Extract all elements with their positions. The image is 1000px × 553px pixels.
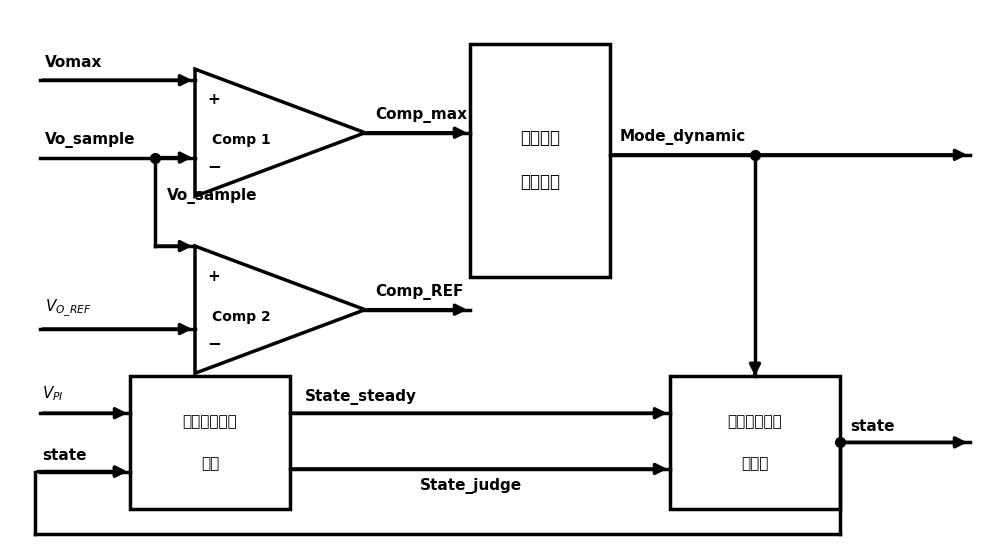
Text: 动态模式: 动态模式 <box>520 129 560 147</box>
Text: 多模式状态判: 多模式状态判 <box>728 414 782 429</box>
Text: State_steady: State_steady <box>305 389 417 405</box>
Text: State_judge: State_judge <box>420 478 522 494</box>
Text: 判断模块: 判断模块 <box>520 174 560 191</box>
Text: Mode_dynamic: Mode_dynamic <box>620 129 746 145</box>
Text: state: state <box>850 419 895 434</box>
Text: +: + <box>207 269 220 284</box>
Text: Vomax: Vomax <box>45 55 102 70</box>
Text: 模块: 模块 <box>201 456 219 471</box>
Text: Comp_REF: Comp_REF <box>375 284 463 300</box>
Bar <box>130 376 290 509</box>
Polygon shape <box>195 246 365 373</box>
Text: +: + <box>207 92 220 107</box>
Text: 稳态模式判断: 稳态模式判断 <box>183 414 237 429</box>
Text: Comp 2: Comp 2 <box>212 310 271 324</box>
Polygon shape <box>195 69 365 196</box>
Bar <box>470 44 610 276</box>
Text: state: state <box>42 448 87 463</box>
Text: 断模块: 断模块 <box>741 456 769 471</box>
Text: −: − <box>207 157 221 175</box>
Bar <box>670 376 840 509</box>
Text: −: − <box>207 334 221 352</box>
Text: Vo_sample: Vo_sample <box>45 132 136 148</box>
Text: Comp 1: Comp 1 <box>212 133 271 147</box>
Text: $V_{O\_REF}$: $V_{O\_REF}$ <box>45 298 92 319</box>
Text: Vo_sample: Vo_sample <box>167 189 258 204</box>
Text: Comp_max: Comp_max <box>375 107 467 123</box>
Text: $V_{PI}$: $V_{PI}$ <box>42 384 64 403</box>
